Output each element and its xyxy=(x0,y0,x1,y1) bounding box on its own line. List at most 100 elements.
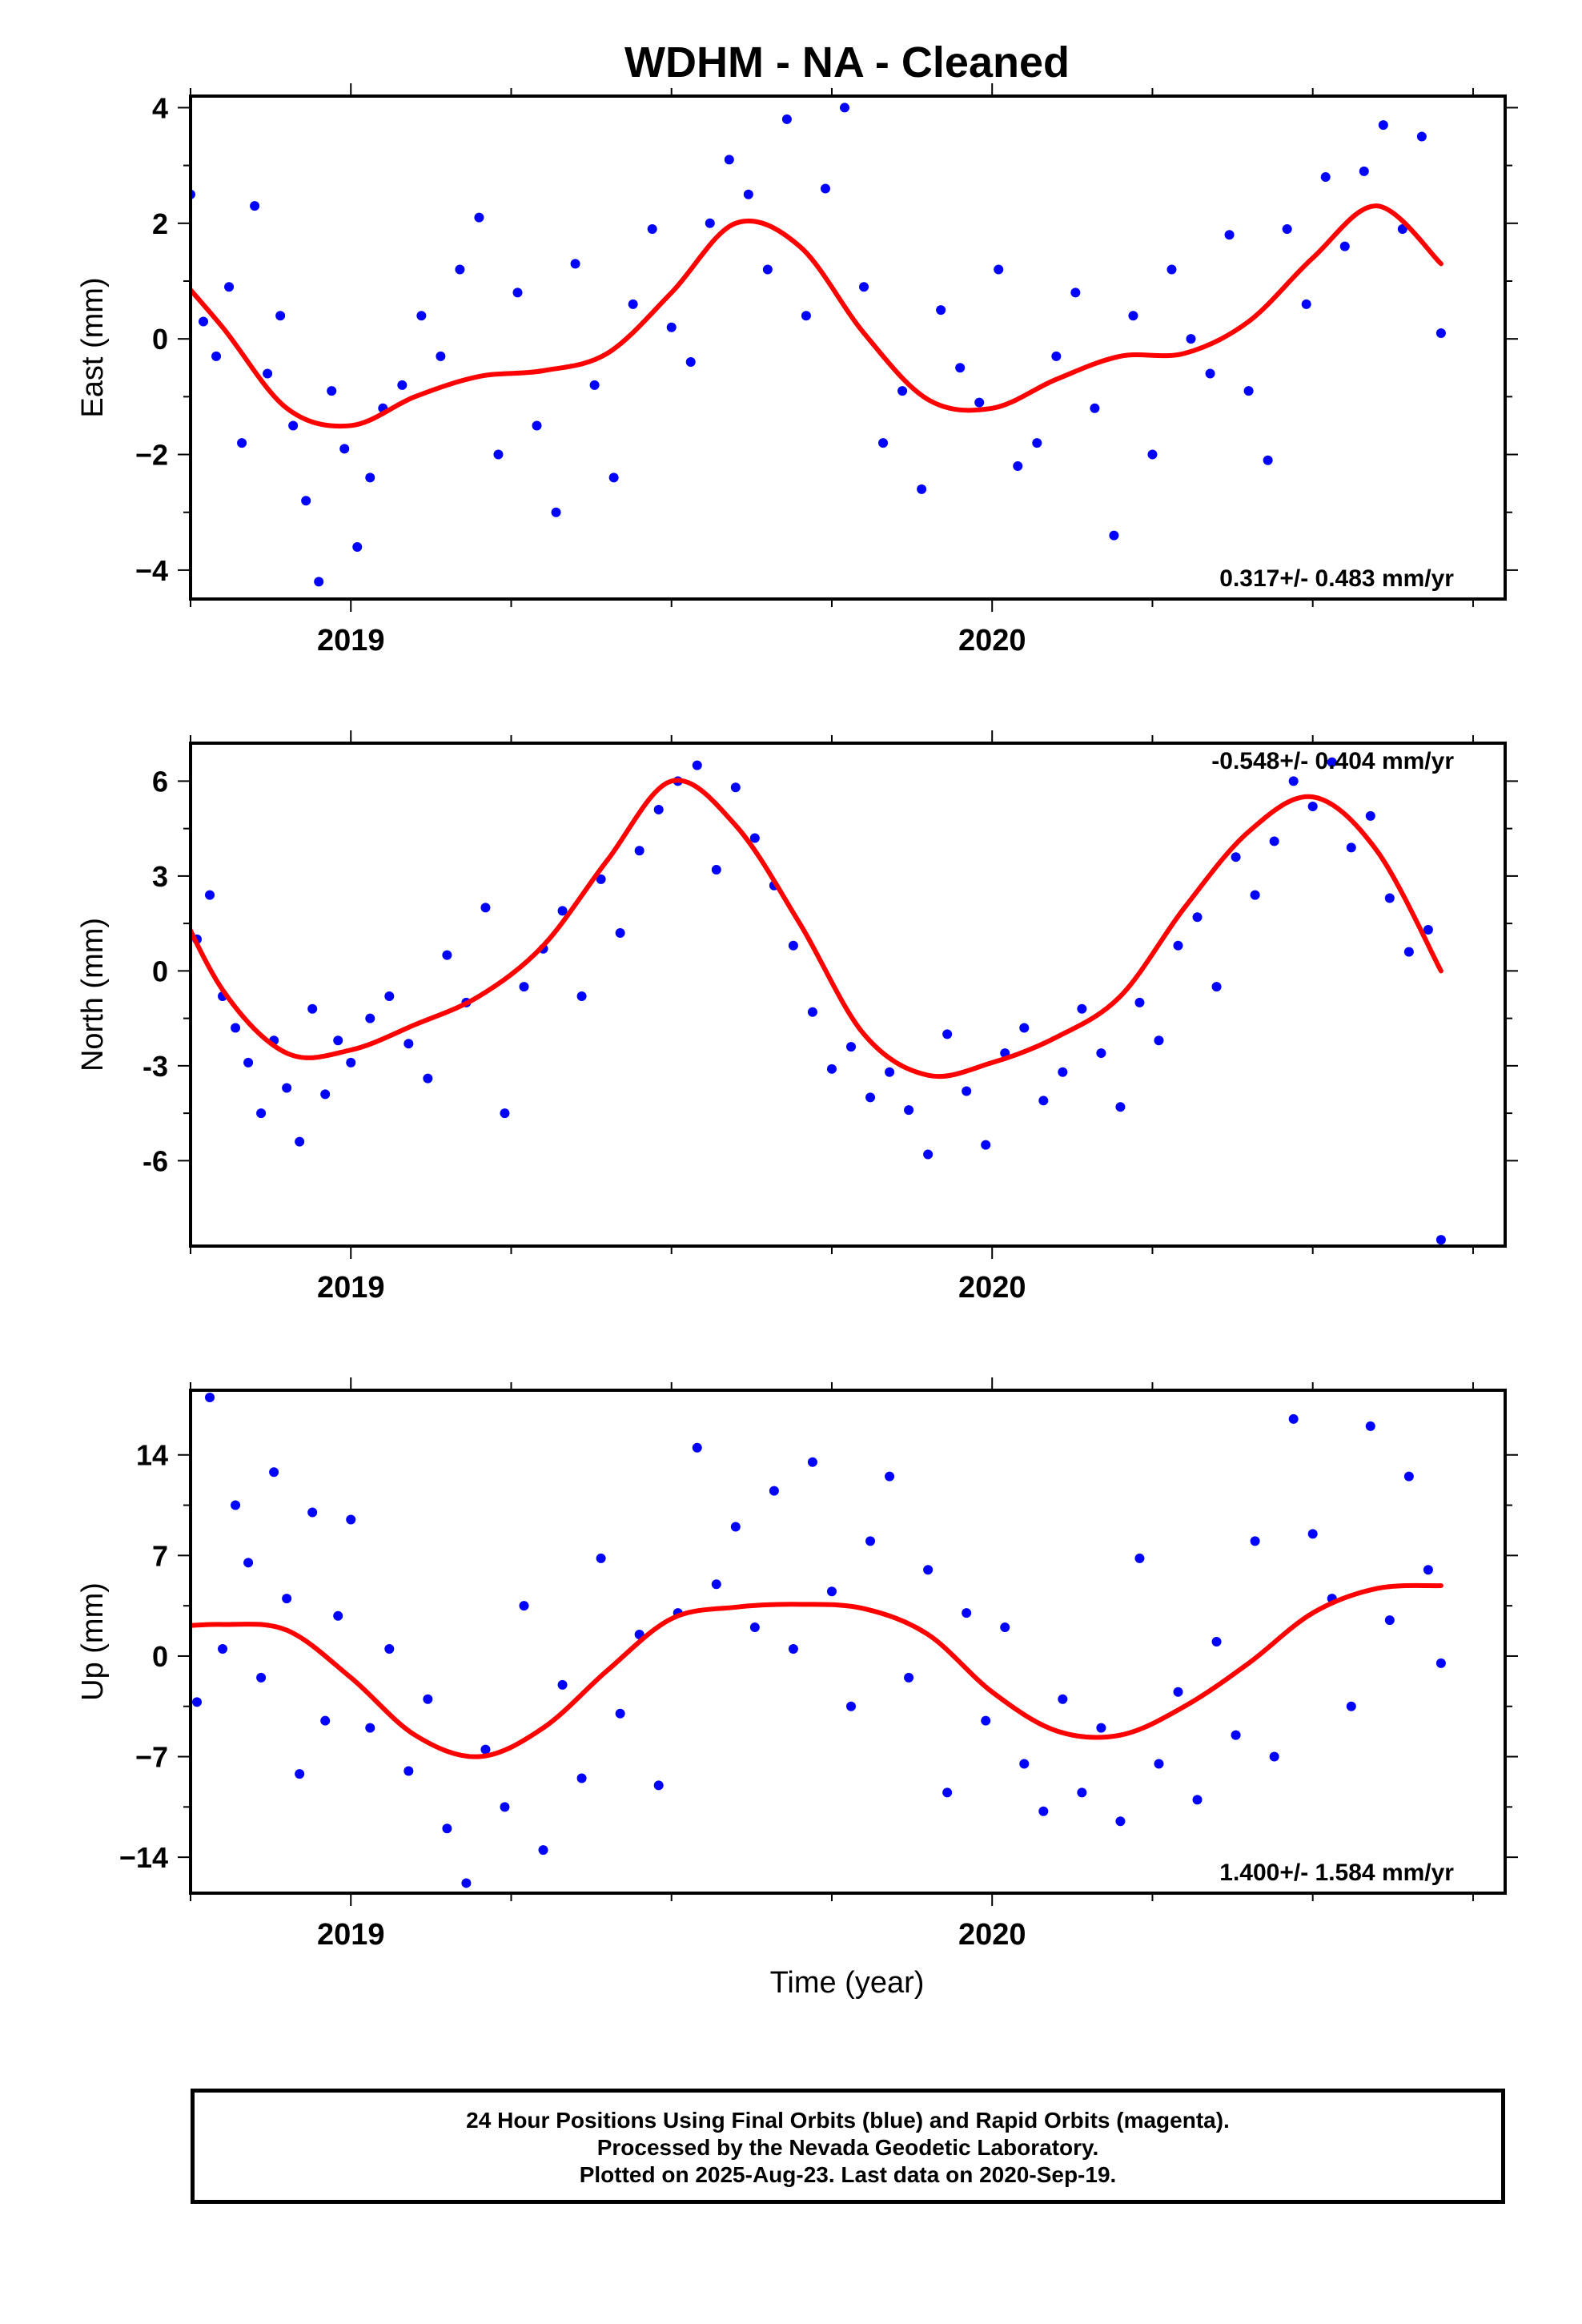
up-data-point xyxy=(1077,1787,1087,1798)
up-data-point xyxy=(826,1586,837,1597)
east-x-tick-label: 2019 xyxy=(317,624,385,657)
east-data-point xyxy=(897,386,908,396)
north-data-point xyxy=(962,1086,972,1096)
north-data-point xyxy=(231,1023,241,1033)
east-data-point xyxy=(1070,287,1081,298)
up-data-point xyxy=(711,1579,721,1590)
up-fit-line xyxy=(191,1582,1443,1759)
up-data-point xyxy=(500,1802,510,1812)
east-panel: 2019 2020 −4 −2 0 2 4 East (mm) 0.317+/- 0.483 m… xyxy=(76,83,1518,657)
east-y-tick-label: 2 xyxy=(152,207,168,240)
up-data-point xyxy=(1307,1529,1318,1539)
north-data-point xyxy=(1423,925,1433,935)
up-data-point xyxy=(269,1467,279,1478)
east-data-point xyxy=(628,299,638,309)
north-data-point xyxy=(295,1136,305,1147)
east-data-point xyxy=(1186,334,1196,344)
north-data-point xyxy=(346,1057,356,1068)
up-data-point xyxy=(1384,1615,1395,1626)
east-data-point xyxy=(705,218,715,228)
east-data-point xyxy=(1301,299,1311,309)
north-data-point xyxy=(1019,1023,1030,1033)
east-data-point xyxy=(211,351,222,361)
up-data-point xyxy=(423,1694,433,1704)
up-data-point xyxy=(192,1697,203,1707)
north-data-point xyxy=(404,1039,414,1049)
up-rate-label: 1.400+/- 1.584 mm/yr xyxy=(1219,1860,1454,1886)
east-data-point xyxy=(314,577,324,587)
east-data-point xyxy=(1090,403,1100,413)
east-data-point xyxy=(878,438,889,448)
up-data-point xyxy=(865,1536,876,1546)
north-data-point xyxy=(1115,1102,1126,1112)
up-data-point xyxy=(1211,1637,1222,1647)
north-data-point xyxy=(365,1013,375,1023)
east-data-point xyxy=(301,496,311,506)
east-data-point xyxy=(1224,230,1235,240)
up-data-point xyxy=(1058,1694,1068,1704)
east-data-point xyxy=(1359,166,1369,176)
up-data-point xyxy=(179,1591,189,1601)
east-data-point xyxy=(685,357,696,368)
up-data-point xyxy=(218,1643,228,1654)
up-data-point xyxy=(1403,1471,1414,1482)
east-rate-label: 0.317+/- 0.483 mm/yr xyxy=(1219,565,1454,592)
up-x-tick-label: 2020 xyxy=(958,1918,1026,1952)
north-data-point xyxy=(1307,801,1318,811)
up-data-point xyxy=(1192,1795,1203,1805)
up-data-point xyxy=(384,1643,395,1654)
east-data-point xyxy=(263,368,273,379)
up-data-point xyxy=(480,1744,491,1755)
east-data-point xyxy=(589,380,600,390)
east-y-tick-label: −2 xyxy=(135,439,168,472)
up-data-point xyxy=(167,1687,176,1697)
north-plot-frame xyxy=(189,742,1507,1248)
north-y-tick-label: -6 xyxy=(143,1144,168,1177)
east-data-point xyxy=(1013,460,1023,471)
east-data-point xyxy=(179,271,189,280)
up-data-point xyxy=(231,1500,241,1510)
east-data-point xyxy=(397,380,408,390)
east-data-point xyxy=(1282,224,1292,235)
north-data-point xyxy=(807,1007,817,1017)
up-data-point xyxy=(346,1514,356,1525)
north-data-point xyxy=(596,874,606,884)
north-data-point xyxy=(615,927,625,938)
east-data-point xyxy=(250,201,260,211)
north-data-point xyxy=(500,1108,510,1119)
up-panel: 2019 2020 −14 −7 0 7 14 Up (mm) 1.400+/- 1.584 m… xyxy=(76,1377,1518,1952)
north-y-tick-label: -3 xyxy=(143,1050,168,1083)
east-data-point xyxy=(1051,351,1062,361)
north-data-point xyxy=(1173,940,1183,951)
up-data-point xyxy=(320,1715,331,1726)
up-data-point xyxy=(205,1392,215,1402)
north-data-point xyxy=(1250,890,1260,900)
up-y-axis-label: Up (mm) xyxy=(76,1582,110,1701)
north-data-point xyxy=(179,830,189,840)
east-data xyxy=(160,103,1446,587)
up-data-point xyxy=(519,1601,529,1611)
up-data-point xyxy=(1250,1536,1260,1546)
up-data-point xyxy=(730,1522,741,1532)
north-data-point xyxy=(1211,982,1222,992)
east-data-point xyxy=(160,242,170,251)
up-data-point xyxy=(1288,1413,1299,1424)
east-plot-frame xyxy=(189,94,1507,601)
north-data-point xyxy=(865,1092,876,1103)
north-data-point xyxy=(692,760,702,770)
up-data-point xyxy=(557,1679,568,1690)
up-data-point xyxy=(1231,1730,1241,1740)
east-data-point xyxy=(1320,172,1331,183)
up-data-point xyxy=(962,1608,972,1618)
east-data-point xyxy=(1339,241,1350,251)
north-fit-line xyxy=(191,778,1443,1080)
north-data-point xyxy=(480,903,491,913)
up-data-point xyxy=(1000,1622,1010,1633)
east-data-point xyxy=(1435,328,1446,338)
up-x-tick-label: 2019 xyxy=(317,1918,385,1952)
up-data-point xyxy=(653,1780,664,1791)
east-data-point xyxy=(917,484,927,494)
east-data-point xyxy=(493,449,504,460)
east-data-point xyxy=(288,420,299,431)
up-data-point xyxy=(885,1471,895,1482)
